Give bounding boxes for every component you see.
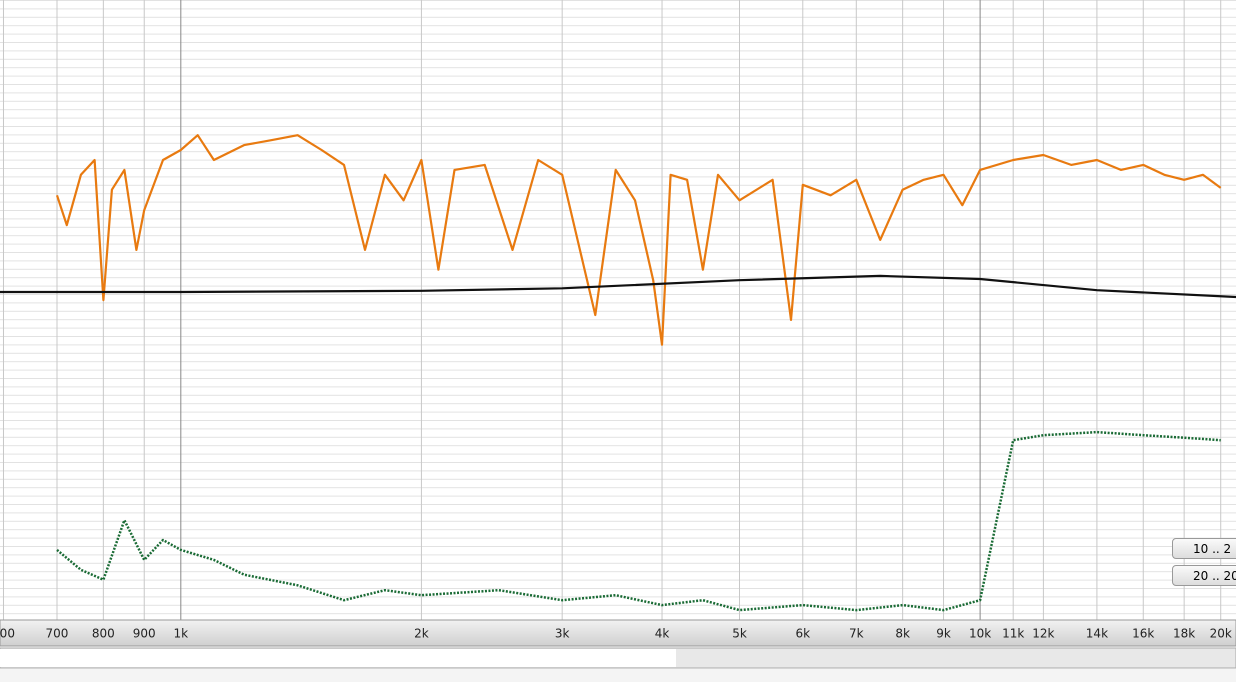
x-tick-label: 2k — [414, 627, 429, 641]
x-tick-label: 20k — [1210, 627, 1232, 641]
x-tick-label: 3k — [555, 627, 570, 641]
x-tick-label: 18k — [1173, 627, 1195, 641]
scrollbar-track — [0, 649, 676, 667]
x-tick-label: 9k — [936, 627, 951, 641]
x-axis-bar — [0, 619, 1236, 647]
x-tick-label: 16k — [1132, 627, 1154, 641]
x-tick-label: 900 — [133, 627, 156, 641]
grid-background — [0, 0, 1236, 620]
series-line — [0, 274, 1236, 299]
range-button[interactable]: 10 .. 2 — [1172, 538, 1236, 559]
x-tick-label: 4k — [655, 627, 670, 641]
x-tick-label: 6k — [795, 627, 810, 641]
range-button[interactable]: 20 .. 20 — [1172, 565, 1236, 586]
series-line — [55, 134, 1222, 346]
x-tick-label: 1k — [174, 627, 189, 641]
x-tick-label: 11k — [1002, 627, 1024, 641]
x-tick-label: 8k — [895, 627, 910, 641]
x-tick-label: 600 — [0, 627, 15, 641]
x-tick-label: 5k — [732, 627, 747, 641]
series-line — [56, 430, 1221, 612]
x-tick-label: 700 — [46, 627, 69, 641]
x-tick-label: 12k — [1032, 627, 1054, 641]
x-tick-label: 10k — [969, 627, 991, 641]
status-bar — [0, 669, 1236, 682]
x-tick-label: 800 — [92, 627, 115, 641]
x-tick-label: 7k — [849, 627, 864, 641]
x-tick-label: 14k — [1086, 627, 1108, 641]
